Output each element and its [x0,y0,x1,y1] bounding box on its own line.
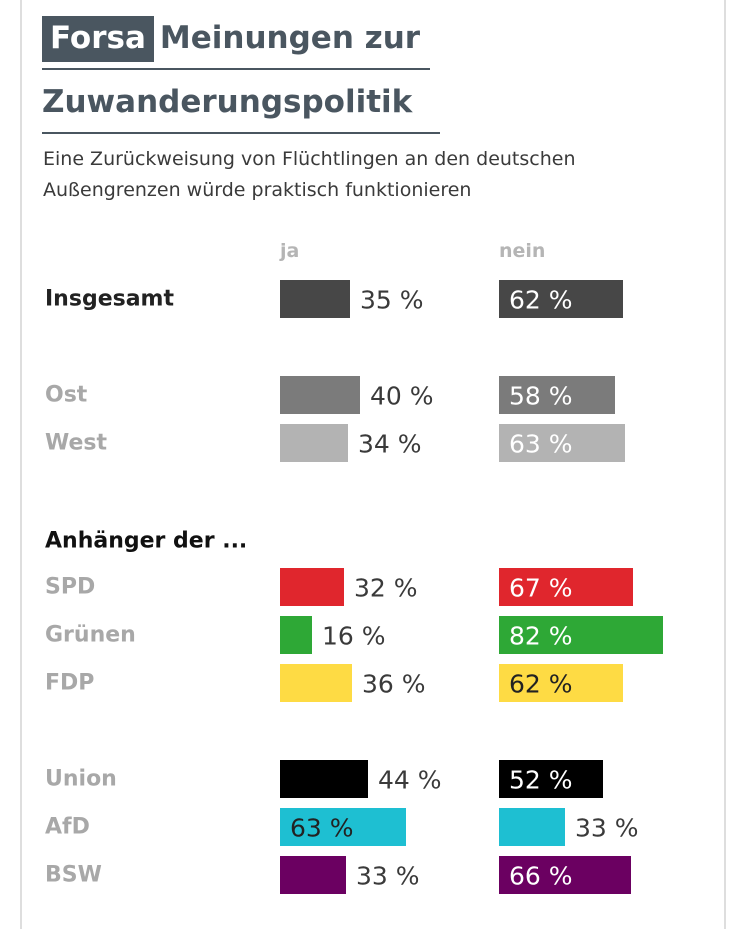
value-label-ja-gr-nen: 16 % [322,622,386,651]
bar-ja-spd [280,568,344,606]
title-line-1: Forsa Meinungen zur [42,14,430,70]
bar-nein-west [499,424,625,462]
bar-nein-bsw [499,856,631,894]
row-label-spd: SPD [45,575,95,600]
value-label-nein-union: 52 % [509,766,573,795]
column-header-nein: nein [499,240,545,262]
frame-left-border [20,0,22,929]
bar-nein-fdp [499,664,623,702]
bar-ja-ost [280,376,360,414]
row-label-west: West [45,431,107,456]
value-label-nein-fdp: 62 % [509,670,573,699]
row-label-bsw: BSW [45,863,102,888]
bar-nein-spd [499,568,633,606]
bar-nein-afd [499,808,565,846]
source-tag: Forsa [42,16,154,62]
bar-ja-afd [280,808,406,846]
row-label-ost: Ost [45,383,88,408]
frame-right-border [724,0,726,929]
value-label-ja-union: 44 % [378,766,442,795]
row-label-insgesamt: Insgesamt [45,287,174,312]
row-label-afd: AfD [45,815,90,840]
value-label-nein-insgesamt: 62 % [509,286,573,315]
bar-nein-union [499,760,603,798]
value-label-nein-gr-nen: 82 % [509,622,573,651]
title-text-1: Meinungen zur [159,20,421,56]
row-label-fdp: FDP [45,671,94,696]
row-label-union: Union [45,767,117,792]
value-label-ja-bsw: 33 % [356,862,420,891]
value-label-ja-west: 34 % [358,430,422,459]
value-label-ja-insgesamt: 35 % [360,286,424,315]
value-label-nein-ost: 58 % [509,382,573,411]
value-label-nein-west: 63 % [509,430,573,459]
value-label-nein-afd: 33 % [575,814,639,843]
bar-ja-union [280,760,368,798]
value-label-ja-afd: 63 % [290,814,354,843]
title-text-2: Zuwanderungspolitik [42,72,440,134]
bar-ja-gr-nen [280,616,312,654]
bar-nein-gr-nen [499,616,663,654]
bar-ja-fdp [280,664,352,702]
group-heading: Anhänger der ... [45,529,247,554]
row-label-gr-nen: Grünen [45,623,136,648]
chart-subtitle: Eine Zurückweisung von Flüchtlingen an d… [43,148,576,201]
bar-ja-bsw [280,856,346,894]
bar-nein-insgesamt [499,280,623,318]
value-label-ja-fdp: 36 % [362,670,426,699]
value-label-nein-spd: 67 % [509,574,573,603]
value-label-ja-spd: 32 % [354,574,418,603]
column-header-ja: ja [279,240,299,262]
value-label-nein-bsw: 66 % [509,862,573,891]
bar-ja-west [280,424,348,462]
bar-nein-ost [499,376,615,414]
bar-ja-insgesamt [280,280,350,318]
value-label-ja-ost: 40 % [370,382,434,411]
